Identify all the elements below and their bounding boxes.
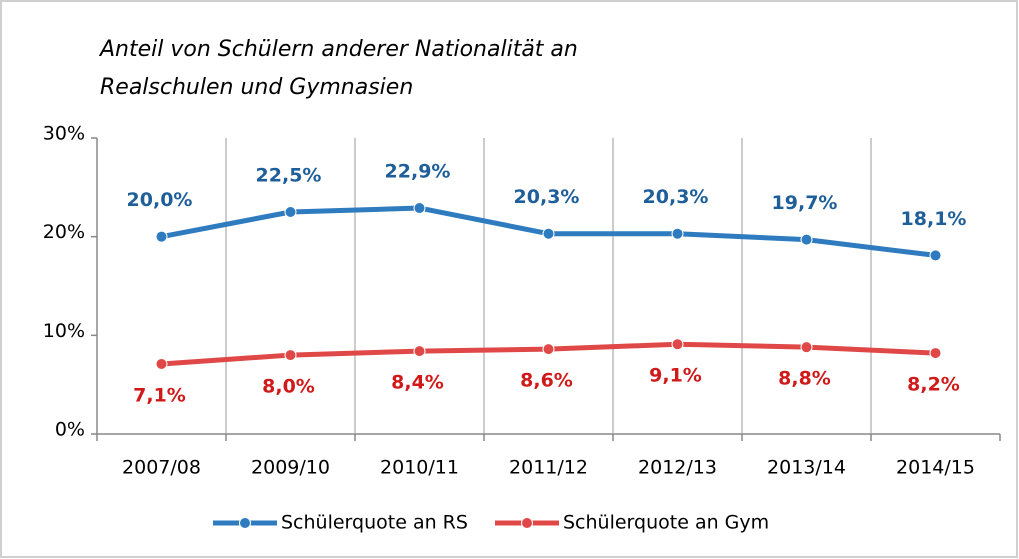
value-label: 18,1%	[901, 208, 967, 230]
value-label: 20,0%	[127, 189, 193, 211]
point	[671, 227, 684, 240]
y-tick-label: 20%	[43, 221, 85, 243]
chart-title: Realschulen und Gymnasien	[100, 75, 413, 100]
value-label: 20,3%	[514, 186, 580, 208]
point	[413, 202, 426, 215]
value-label: 8,2%	[907, 374, 960, 396]
legend-label: Schülerquote an Gym	[563, 512, 769, 534]
chart-title: Anteil von Schülern anderer Nationalität…	[98, 37, 578, 62]
point	[155, 230, 168, 243]
x-tick-label: 2009/10	[251, 457, 330, 479]
x-tick-label: 2010/11	[380, 457, 459, 479]
value-label: 20,3%	[643, 186, 709, 208]
point	[155, 357, 168, 370]
x-tick-label: 2012/13	[638, 457, 717, 479]
value-label: 7,1%	[133, 384, 186, 406]
value-label: 8,6%	[520, 370, 573, 392]
value-label: 9,1%	[649, 365, 702, 387]
point	[542, 343, 555, 356]
value-label: 19,7%	[772, 192, 838, 214]
point	[929, 347, 942, 360]
point	[929, 249, 942, 262]
legend-marker	[521, 517, 533, 529]
value-label: 8,0%	[262, 376, 315, 398]
value-label: 8,4%	[391, 372, 444, 394]
y-tick-label: 0%	[55, 419, 85, 441]
y-tick-label: 30%	[43, 123, 85, 145]
point	[800, 233, 813, 246]
x-tick-label: 2011/12	[509, 457, 588, 479]
value-label: 8,8%	[778, 368, 831, 390]
y-tick-label: 10%	[43, 320, 85, 342]
legend-label: Schülerquote an RS	[281, 512, 468, 534]
value-label: 22,5%	[256, 165, 322, 187]
legend-marker	[239, 517, 251, 529]
point	[671, 338, 684, 351]
point	[413, 345, 426, 358]
x-tick-label: 2014/15	[896, 457, 975, 479]
value-label: 22,9%	[385, 161, 451, 183]
point	[284, 206, 297, 218]
point	[542, 227, 555, 240]
x-tick-label: 2013/14	[767, 457, 846, 479]
point	[800, 341, 813, 354]
point	[284, 349, 297, 362]
x-tick-label: 2007/08	[122, 457, 201, 479]
